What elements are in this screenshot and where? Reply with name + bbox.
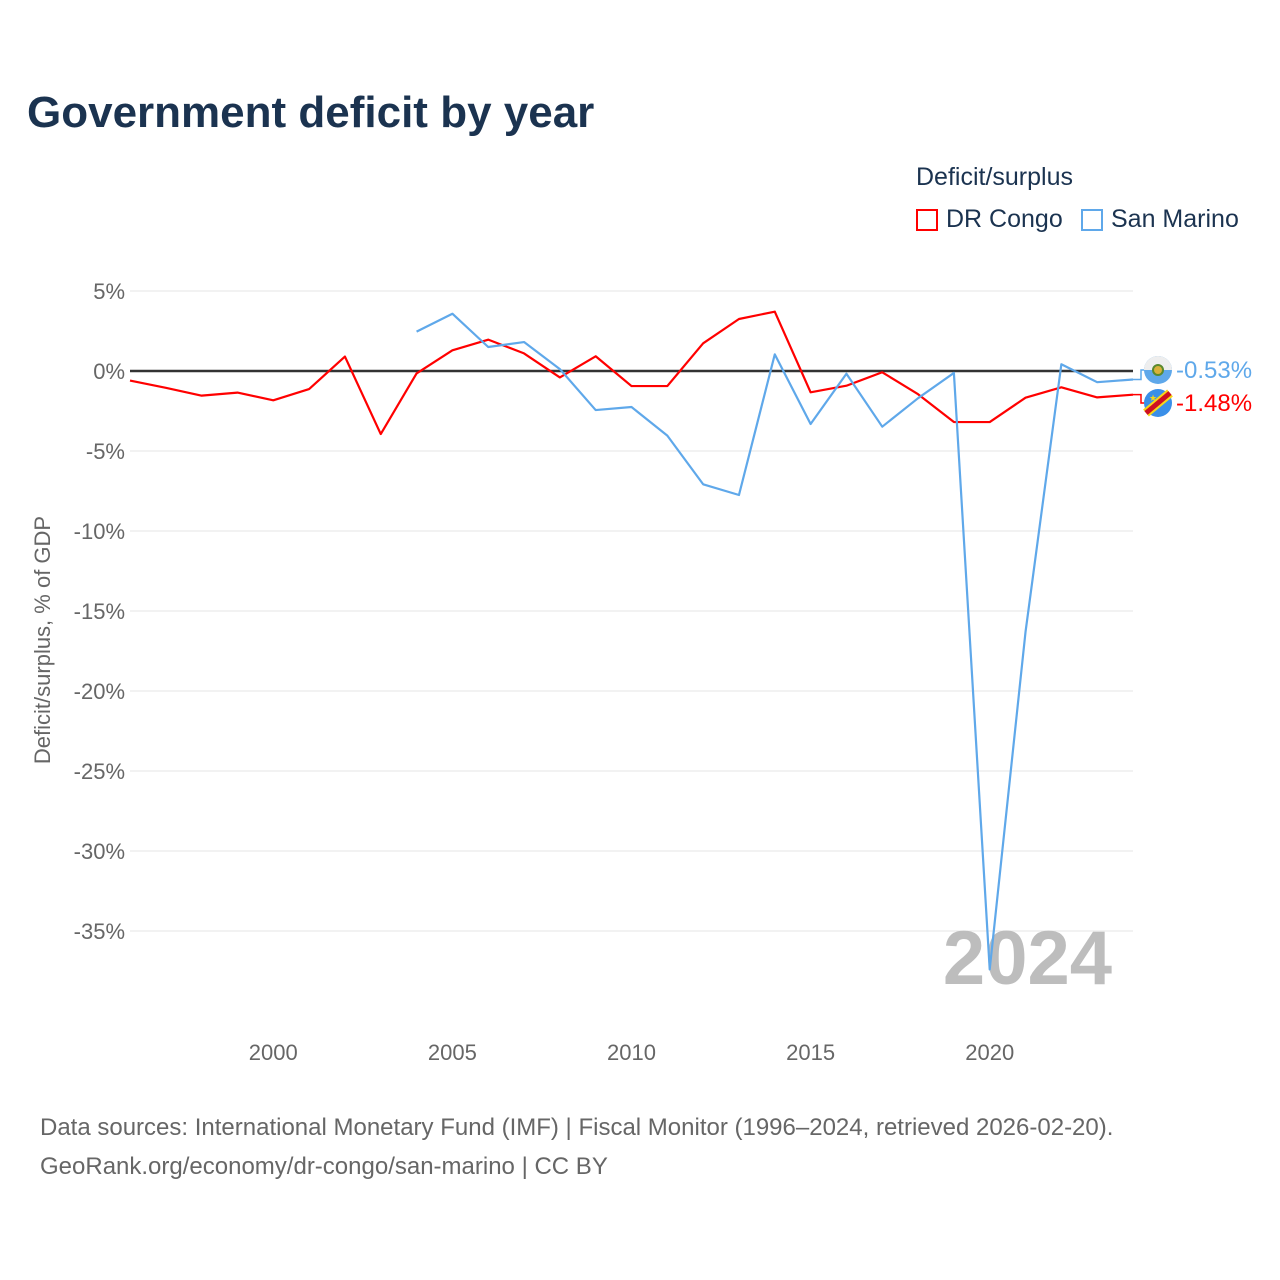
y-tick-label: -20% bbox=[74, 679, 125, 704]
dr-congo-flag-star: ★ bbox=[1149, 393, 1157, 403]
end-value-label: -0.53% bbox=[1176, 357, 1252, 384]
source-line-2[interactable]: GeoRank.org/economy/dr-congo/san-marino … bbox=[40, 1153, 608, 1180]
series-line-san-marino bbox=[416, 312, 1134, 971]
legend-label: San Marino bbox=[1111, 205, 1239, 233]
y-tick-label: -35% bbox=[74, 919, 125, 944]
source-note: Data sources: International Monetary Fun… bbox=[40, 1108, 1113, 1186]
x-tick-label: 2020 bbox=[965, 1040, 1014, 1065]
san-marino-flag-top bbox=[1144, 356, 1172, 370]
x-tick-label: 2010 bbox=[607, 1040, 656, 1065]
legend-item-dr-congo[interactable]: DR Congo bbox=[916, 205, 1063, 234]
y-tick-label: -5% bbox=[86, 439, 125, 464]
legend-item-san-marino[interactable]: San Marino bbox=[1081, 205, 1239, 234]
legend-title: Deficit/surplus bbox=[916, 163, 1073, 191]
y-tick-label: -10% bbox=[74, 519, 125, 544]
y-tick-label: -25% bbox=[74, 759, 125, 784]
x-tick-label: 2000 bbox=[249, 1040, 298, 1065]
source-line-1: Data sources: International Monetary Fun… bbox=[40, 1114, 1114, 1141]
y-tick-label: 0% bbox=[93, 359, 125, 384]
y-axis-label: Deficit/surplus, % of GDP bbox=[30, 516, 55, 764]
x-tick-label: 2015 bbox=[786, 1040, 835, 1065]
x-tick-label: 2005 bbox=[428, 1040, 477, 1065]
dr-congo-flag-stripe-red bbox=[1144, 391, 1172, 415]
y-tick-label: 5% bbox=[93, 279, 125, 304]
series-line-dr-congo bbox=[129, 310, 1134, 436]
chart-title: Government deficit by year bbox=[27, 88, 595, 137]
legend-label: DR Congo bbox=[946, 205, 1063, 233]
year-watermark: 2024 bbox=[943, 916, 1112, 1001]
end-value-label: -1.48% bbox=[1176, 390, 1252, 417]
legend-swatch-dr-congo bbox=[916, 208, 938, 231]
y-tick-label: -30% bbox=[74, 839, 125, 864]
legend-swatch-san-marino bbox=[1081, 208, 1103, 231]
line-chart: 5% 0% -5% -10% -15% -20% -25% -30% -35% 2000 2005 2… bbox=[30, 279, 1252, 1065]
y-tick-label: -15% bbox=[74, 599, 125, 624]
san-marino-emblem bbox=[1152, 364, 1164, 376]
